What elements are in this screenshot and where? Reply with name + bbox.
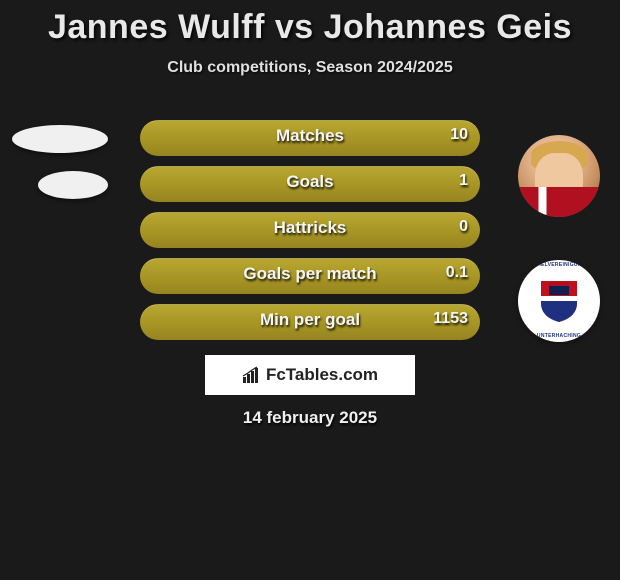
date-label: 14 february 2025 bbox=[0, 408, 620, 428]
stat-value-right: 0 bbox=[459, 218, 468, 236]
badge-text-top: SPIELVEREINIGUNG bbox=[518, 262, 600, 268]
logo-text: FcTables.com bbox=[266, 365, 378, 385]
stat-label: Matches bbox=[0, 126, 620, 146]
stat-value-right: 10 bbox=[450, 126, 468, 144]
subtitle: Club competitions, Season 2024/2025 bbox=[0, 59, 620, 77]
badge-shield bbox=[539, 279, 579, 323]
stat-value-right: 0.1 bbox=[446, 264, 468, 282]
comparison-card: Jannes Wulff vs Johannes Geis Club compe… bbox=[0, 0, 620, 580]
stat-value-right: 1153 bbox=[433, 310, 468, 328]
source-logo: FcTables.com bbox=[205, 355, 415, 395]
stat-row: Hattricks0 bbox=[0, 212, 620, 258]
player-right-avatar bbox=[518, 135, 600, 217]
club-right-badge: SPIELVEREINIGUNG UNTERHACHING bbox=[518, 260, 600, 342]
stat-label: Hattricks bbox=[0, 218, 620, 238]
badge-text-bottom: UNTERHACHING bbox=[518, 333, 600, 339]
stat-value-right: 1 bbox=[459, 172, 468, 190]
page-title: Jannes Wulff vs Johannes Geis bbox=[0, 0, 620, 47]
avatar-jersey bbox=[518, 187, 600, 217]
chart-icon bbox=[242, 366, 262, 384]
